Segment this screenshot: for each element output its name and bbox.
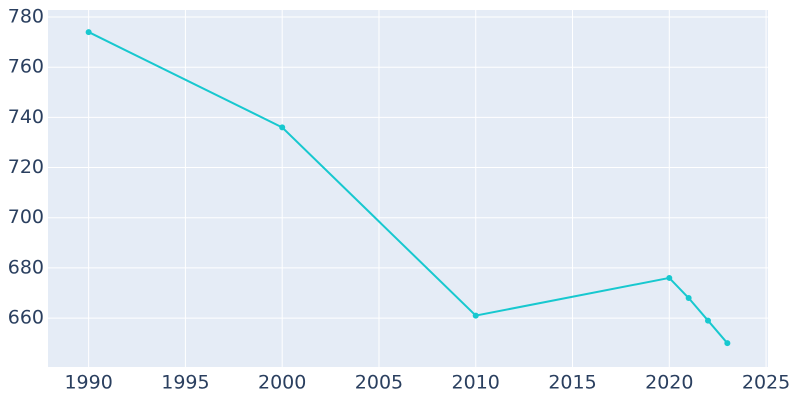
y-tick-label: 680 [8, 256, 44, 278]
y-tick-label: 760 [8, 56, 44, 78]
point [472, 312, 479, 319]
x-tick-label: 2020 [645, 372, 693, 394]
point [705, 317, 711, 324]
y-tick-label: 740 [8, 106, 44, 128]
x-tick-label: 2005 [355, 372, 403, 394]
point [279, 124, 286, 131]
point [724, 340, 731, 347]
y-tick-label: 700 [8, 206, 44, 228]
x-tick-label: 2010 [452, 372, 500, 394]
x-tick-label: 2000 [258, 372, 306, 394]
x-tick-label: 1990 [64, 372, 112, 394]
x-tick-label: 2015 [548, 372, 596, 394]
plot-area [48, 10, 768, 367]
point [666, 274, 673, 281]
y-tick-label: 780 [8, 6, 44, 28]
y-tick-label: 660 [8, 307, 44, 329]
x-tick-label: 1995 [161, 372, 209, 394]
point [685, 295, 692, 302]
y-tick-label: 720 [8, 156, 44, 178]
point [85, 29, 92, 36]
x-tick-label: 2025 [742, 372, 790, 394]
